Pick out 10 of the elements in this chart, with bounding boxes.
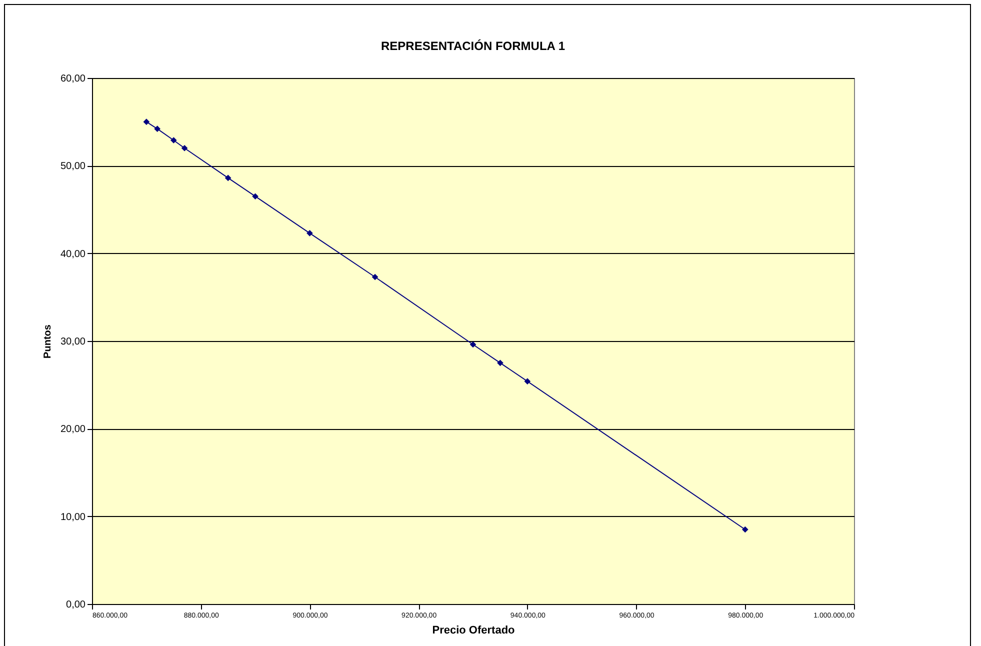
y-tick-label: 60,00	[60, 74, 86, 84]
x-axis-title: Precio Ofertado	[432, 624, 516, 636]
y-tick-label: 20,00	[60, 424, 86, 436]
y-tick-label: 30,00	[60, 336, 86, 348]
y-axis-title: Puntos	[42, 324, 54, 358]
y-tick-label: 40,00	[60, 248, 86, 260]
chart-title: REPRESENTACIÓN FORMULA 1	[380, 39, 566, 53]
y-tick-label: 10,00	[60, 512, 86, 523]
y-tick-label: 0,00	[66, 600, 86, 610]
y-tick-label: 50,00	[60, 161, 86, 172]
